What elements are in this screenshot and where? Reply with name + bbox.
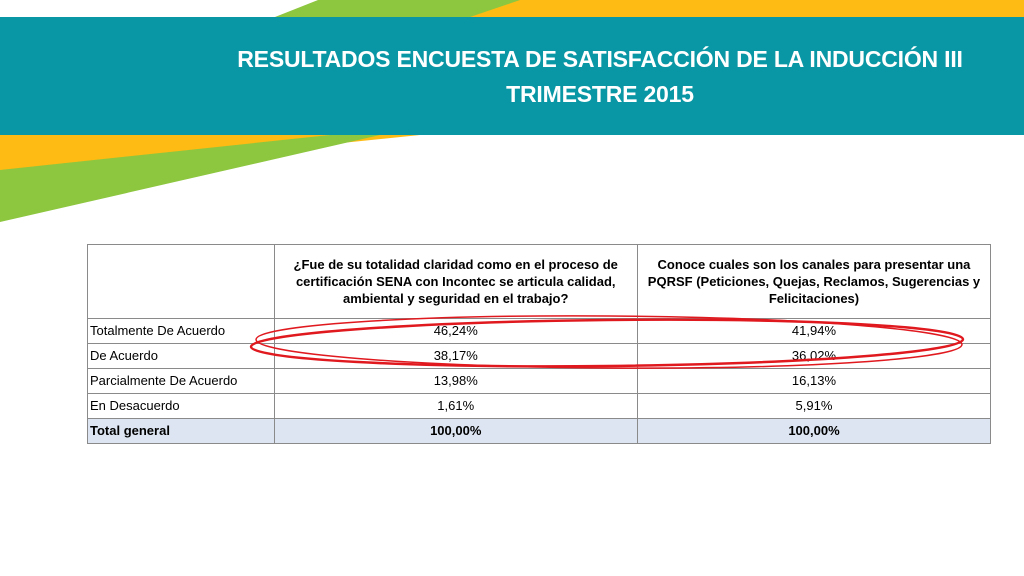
- top-green-stripe: [275, 0, 520, 17]
- total-value-q2: 100,00%: [636, 418, 992, 444]
- row-value-q1: 13,98%: [273, 368, 638, 394]
- table-row: Totalmente De Acuerdo 46,24% 41,94%: [87, 318, 992, 344]
- title-band: [0, 17, 1024, 135]
- header-empty-cell: [87, 244, 275, 319]
- total-label: Total general: [87, 418, 275, 444]
- row-label: De Acuerdo: [87, 343, 275, 369]
- row-value-q2: 36,02%: [636, 343, 992, 369]
- header-question-2: Conoce cuales son los canales para prese…: [636, 244, 992, 319]
- row-value-q2: 5,91%: [636, 393, 992, 419]
- row-value-q1: 38,17%: [273, 343, 638, 369]
- slide-title: RESULTADOS ENCUESTA DE SATISFACCIÓN DE L…: [237, 46, 963, 107]
- row-value-q2: 41,94%: [636, 318, 992, 344]
- table-row: Parcialmente De Acuerdo 13,98% 16,13%: [87, 368, 992, 394]
- results-table: ¿Fue de su totalidad claridad como en el…: [87, 244, 992, 444]
- row-label: Totalmente De Acuerdo: [87, 318, 275, 344]
- row-value-q1: 1,61%: [273, 393, 638, 419]
- table-total-row: Total general 100,00% 100,00%: [87, 418, 992, 444]
- table-row: De Acuerdo 38,17% 36,02%: [87, 343, 992, 369]
- table-header-row: ¿Fue de su totalidad claridad como en el…: [87, 244, 992, 319]
- header-question-1: ¿Fue de su totalidad claridad como en el…: [273, 244, 638, 319]
- row-value-q1: 46,24%: [273, 318, 638, 344]
- table-row: En Desacuerdo 1,61% 5,91%: [87, 393, 992, 419]
- total-value-q1: 100,00%: [273, 418, 638, 444]
- left-green-stripe: [0, 135, 380, 222]
- row-label: En Desacuerdo: [87, 393, 275, 419]
- row-label: Parcialmente De Acuerdo: [87, 368, 275, 394]
- row-value-q2: 16,13%: [636, 368, 992, 394]
